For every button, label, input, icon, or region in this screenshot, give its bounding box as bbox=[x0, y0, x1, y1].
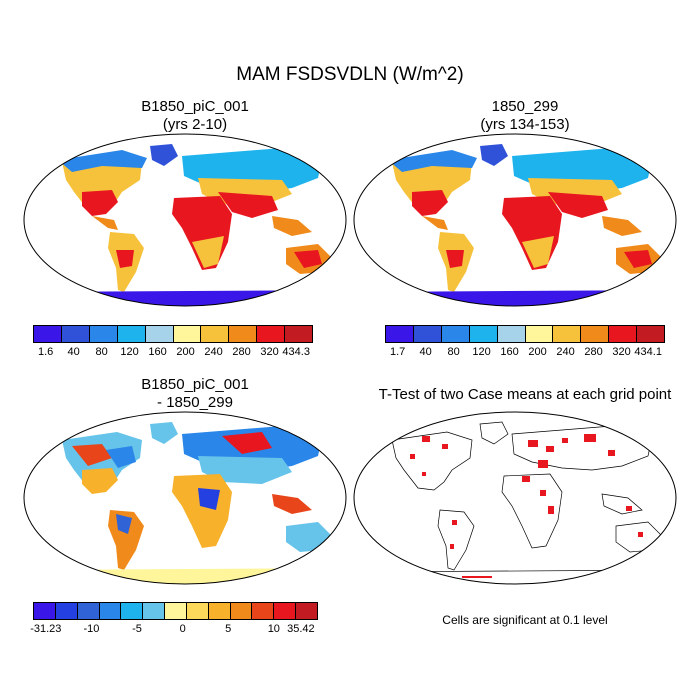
colorbar-case2-label: 160 bbox=[500, 346, 519, 358]
colorbar-diff-labels: -31.23 -10 -5 0 5 10 35.42 bbox=[30, 623, 318, 637]
colorbar-diff-swatch bbox=[99, 603, 122, 619]
colorbar-diff-label: 10 bbox=[267, 623, 280, 635]
colorbar-case1-labels: 1.6 40 80 120 160 200 240 280 320 434.3 bbox=[33, 346, 313, 360]
colorbar-case2-swatch bbox=[553, 326, 582, 342]
colorbar-diff-swatch bbox=[165, 603, 187, 619]
colorbar-case1-label: 40 bbox=[67, 346, 80, 358]
colorbar-case1-swatch bbox=[89, 326, 118, 342]
colorbar-case2-swatch bbox=[386, 326, 414, 342]
panel-title-diff-line2: - 1850_299 bbox=[157, 394, 233, 411]
panel-title-ttest: T-Test of two Case means at each grid po… bbox=[378, 386, 672, 403]
colorbar-case2-swatch bbox=[441, 326, 470, 342]
colorbar-case2-labels: 1.7 40 80 120 160 200 240 280 320 434.1 bbox=[385, 346, 665, 360]
colorbar-diff-swatch bbox=[208, 603, 231, 619]
colorbar-diff-swatch bbox=[143, 603, 166, 619]
panel-title-case2-line1: 1850_299 bbox=[491, 98, 559, 115]
colorbar-case2-swatch bbox=[581, 326, 610, 342]
colorbar-case2-label: 1.7 bbox=[389, 346, 406, 358]
colorbar-case2-swatch bbox=[497, 326, 526, 342]
colorbar-diff-label: 5 bbox=[225, 623, 232, 635]
colorbar-diff-swatch bbox=[186, 603, 209, 619]
colorbar-diff-label: -10 bbox=[83, 623, 100, 635]
colorbar-diff-label: -5 bbox=[132, 623, 142, 635]
colorbar-case1-swatch bbox=[257, 326, 286, 342]
colorbar-case2 bbox=[385, 325, 665, 343]
colorbar-diff-swatch bbox=[230, 603, 253, 619]
panel-title-diff-line1: B1850_piC_001 bbox=[141, 376, 249, 393]
colorbar-case1-label: 240 bbox=[204, 346, 223, 358]
colorbar-case2-swatch bbox=[413, 326, 442, 342]
colorbar-case2-label: 320 bbox=[612, 346, 631, 358]
colorbar-case1-label: 280 bbox=[232, 346, 251, 358]
colorbar-diff-label: -31.23 bbox=[30, 623, 62, 635]
colorbar-diff-swatch bbox=[296, 603, 317, 619]
colorbar-case2-label: 120 bbox=[472, 346, 491, 358]
colorbar-case2-label: 40 bbox=[419, 346, 432, 358]
map-case2 bbox=[353, 133, 677, 307]
ttest-note: Cells are significant at 0.1 level bbox=[442, 613, 608, 627]
colorbar-diff-label: 0 bbox=[179, 623, 186, 635]
colorbar-case2-swatch bbox=[637, 326, 665, 342]
panel-title-case2-line2: (yrs 134-153) bbox=[480, 116, 570, 133]
colorbar-case1-swatch bbox=[117, 326, 146, 342]
colorbar-diff-swatch bbox=[34, 603, 56, 619]
colorbar-case2-swatch bbox=[525, 326, 554, 342]
colorbar-case2-swatch bbox=[609, 326, 638, 342]
map-diff bbox=[23, 411, 347, 585]
colorbar-case1-swatch bbox=[285, 326, 313, 342]
colorbar-diff-swatch bbox=[121, 603, 144, 619]
colorbar-case1-label: 80 bbox=[95, 346, 108, 358]
colorbar-case1-label: 320 bbox=[260, 346, 279, 358]
colorbar-case2-label: 434.1 bbox=[634, 346, 662, 358]
map-ttest bbox=[353, 411, 677, 585]
colorbar-case1-label: 120 bbox=[120, 346, 139, 358]
colorbar-case1-label: 1.6 bbox=[37, 346, 54, 358]
colorbar-case1-label: 434.3 bbox=[282, 346, 310, 358]
colorbar-case1-swatch bbox=[145, 326, 174, 342]
colorbar-case2-label: 80 bbox=[447, 346, 460, 358]
panel-title-case1-line2: (yrs 2-10) bbox=[162, 116, 228, 133]
panel-title-case1: B1850_piC_001 (yrs 2-10) bbox=[45, 98, 345, 134]
colorbar-case2-label: 240 bbox=[556, 346, 575, 358]
panel-title-case2: 1850_299 (yrs 134-153) bbox=[375, 98, 675, 134]
panel-title-diff: B1850_piC_001 - 1850_299 bbox=[45, 376, 345, 412]
colorbar-case1-swatch bbox=[173, 326, 202, 342]
colorbar-case1-swatch bbox=[229, 326, 258, 342]
map-case1 bbox=[23, 133, 347, 307]
colorbar-case1-swatch bbox=[61, 326, 90, 342]
colorbar-diff-swatch bbox=[55, 603, 78, 619]
colorbar-case2-swatch bbox=[469, 326, 498, 342]
colorbar-case2-label: 200 bbox=[528, 346, 547, 358]
colorbar-case1-swatch bbox=[201, 326, 230, 342]
colorbar-diff-swatch bbox=[77, 603, 100, 619]
colorbar-diff-label: 35.42 bbox=[287, 623, 315, 635]
colorbar-case1-label: 200 bbox=[176, 346, 195, 358]
panel-title-case1-line1: B1850_piC_001 bbox=[141, 98, 249, 115]
colorbar-case1-label: 160 bbox=[148, 346, 167, 358]
colorbar-case2-label: 280 bbox=[584, 346, 603, 358]
main-title: MAM FSDSVDLN (W/m^2) bbox=[236, 64, 464, 85]
colorbar-diff bbox=[33, 602, 318, 620]
colorbar-case1-swatch bbox=[34, 326, 62, 342]
colorbar-diff-swatch bbox=[252, 603, 275, 619]
colorbar-case1 bbox=[33, 325, 313, 343]
colorbar-diff-swatch bbox=[274, 603, 297, 619]
